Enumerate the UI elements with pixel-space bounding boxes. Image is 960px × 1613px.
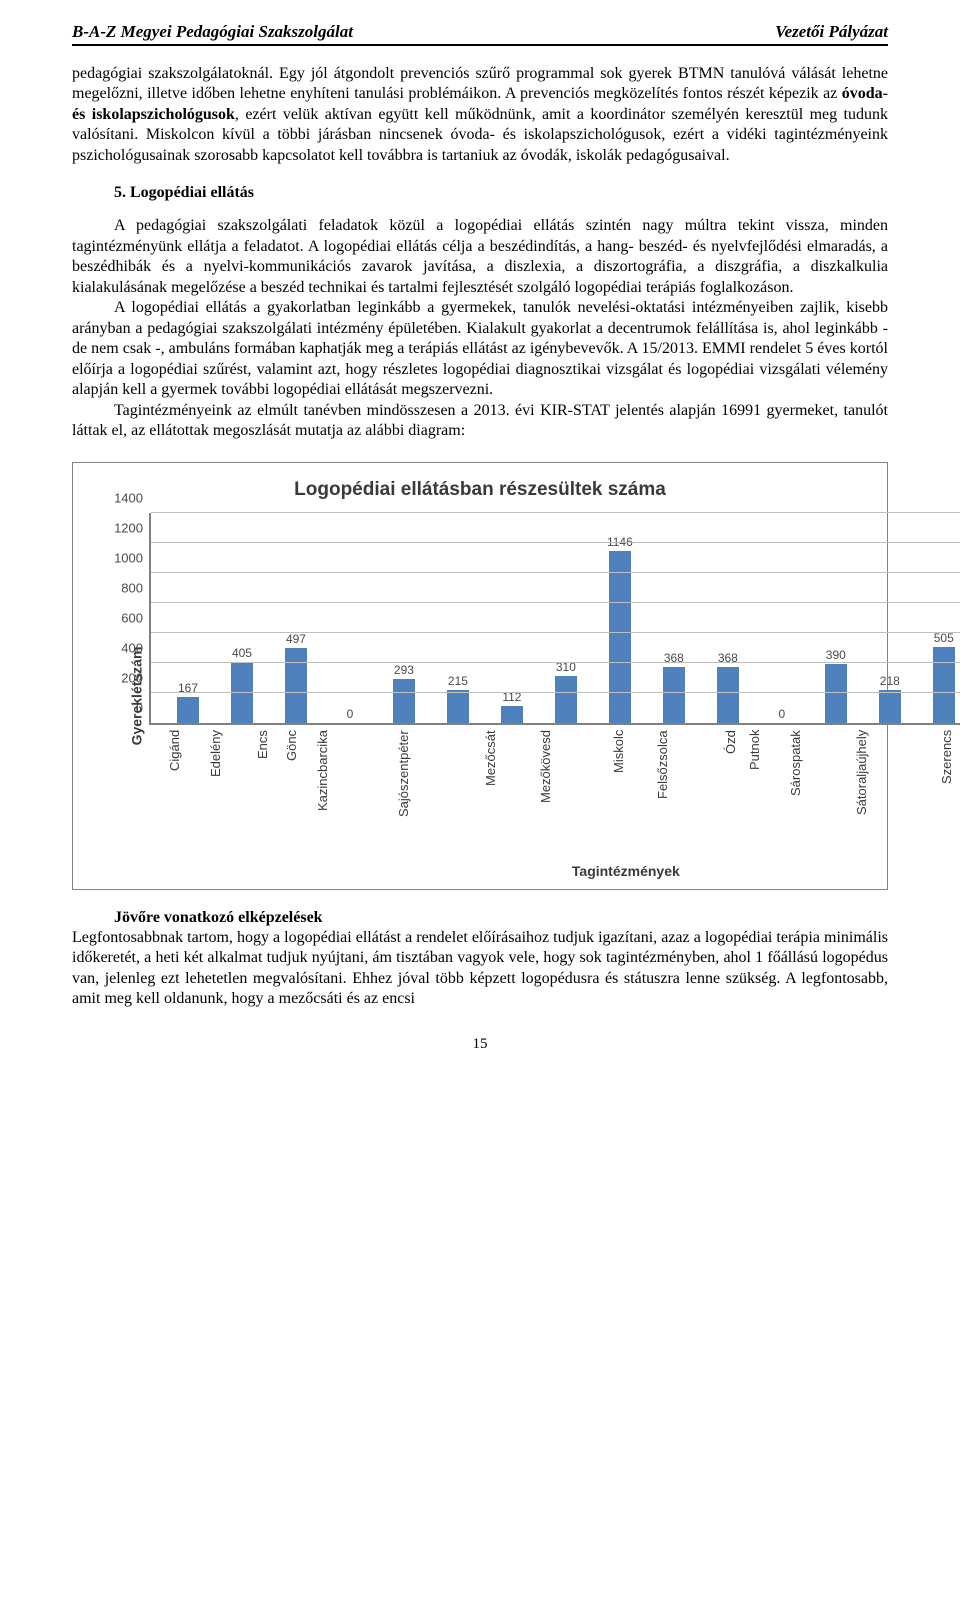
bar-value-label: 497 [266,632,326,646]
chart-body: Gyereklétszám 0200400600800100012001400 … [87,513,873,879]
paragraph-2b: A logopédiai ellátás a gyakorlatban legi… [72,298,888,400]
gridline [151,572,960,573]
gridline [151,542,960,543]
plot-area: 0200400600800100012001400 16740549702932… [149,513,960,725]
bar-value-label: 215 [428,674,488,688]
x-tick-label: Putnok [747,729,762,769]
y-tick-labels: 0200400600800100012001400 [107,513,147,723]
chart-container: Logopédiai ellátásban részesültek száma … [72,462,888,890]
x-tick: Putnok [739,729,779,747]
y-tick-label: 400 [121,640,143,655]
y-tick-label: 1400 [114,490,143,505]
gridline [151,602,960,603]
header-left: B-A-Z Megyei Pedagógiai Szakszolgálat [72,22,353,42]
x-tick: Mezőkövesd [530,729,603,747]
y-tick-label: 600 [121,610,143,625]
x-axis-label: Tagintézmények [109,863,960,879]
x-tick: Encs [247,729,276,747]
bar-value-label: 0 [320,707,380,721]
x-tick: Cigánd [159,729,200,747]
x-tick-label: Edelény [208,730,223,777]
paragraph-1: pedagógiai szakszolgálatoknál. Egy jól á… [72,64,888,166]
paragraph-3: Jövőre vonatkozó elképzelések Legfontosa… [72,908,888,1010]
bar-value-label: 218 [860,674,920,688]
x-tick-label: Miskolc [611,729,626,772]
x-tick-label: Sárospatak [788,730,803,796]
x-tick-label: Felsőzsolca [655,730,670,799]
gridline [151,632,960,633]
y-axis-label-wrap: Gyereklétszám [87,513,109,879]
bar-value-label: 405 [212,646,272,660]
bar [933,647,955,723]
gridline [151,662,960,663]
paragraph-2a: A pedagógiai szakszolgálati feladatok kö… [72,216,888,298]
page-header: B-A-Z Megyei Pedagógiai Szakszolgálat Ve… [72,22,888,46]
x-tick: Kazincbarcika [307,729,388,747]
x-tick-label: Gönc [284,729,299,760]
y-tick-label: 0 [136,700,143,715]
bar [447,690,469,722]
x-tick-label: Sajószentpéter [396,730,411,817]
bar [393,679,415,723]
x-tick-spacer [109,747,960,857]
bar-value-label: 293 [374,663,434,677]
x-tick-label: Sátoraljaújhely [854,729,869,814]
x-tick-row: CigándEdelényEncsGöncKazincbarcikaSajósz… [159,729,960,747]
x-tick-label: Cigánd [167,729,182,770]
chart-title: Logopédiai ellátásban részesültek száma [87,479,873,501]
x-tick: Sátoraljaújhely [846,729,931,747]
bar-value-label: 390 [806,648,866,662]
x-tick: Szerencs [931,729,960,747]
y-tick-label: 800 [121,580,143,595]
x-tick: Ózd [715,729,739,747]
x-tick-label: Szerencs [939,729,954,783]
x-tick-label: Kazincbarcika [315,730,330,811]
page: B-A-Z Megyei Pedagógiai Szakszolgálat Ve… [0,0,960,1077]
gridline [151,692,960,693]
x-tick-label: Mezőkövesd [538,730,553,803]
x-tick-label: Encs [255,730,270,759]
page-number: 15 [72,1036,888,1053]
bar [609,551,631,723]
bar [285,648,307,723]
bar [825,664,847,723]
x-tick: Gönc [276,729,307,747]
x-tick: Miskolc [603,729,646,747]
paragraph-2c: Tagintézményeink az elmúlt tanévben mind… [72,401,888,442]
y-tick-label: 200 [121,670,143,685]
x-tick: Felsőzsolca [647,729,716,747]
para3-title: Jövőre vonatkozó elképzelések [114,909,323,926]
bar [177,697,199,722]
bar-value-label: 0 [752,707,812,721]
body-text-lower: Jövőre vonatkozó elképzelések Legfontosa… [72,908,888,1010]
bar [879,690,901,723]
header-right: Vezetői Pályázat [775,22,888,42]
y-tick-label: 1200 [114,520,143,535]
bar-value-label: 368 [698,651,758,665]
bar-value-label: 505 [914,631,960,645]
plot-column: 0200400600800100012001400 16740549702932… [109,513,960,879]
x-tick-label: Mezőcsát [483,730,498,786]
x-tick-label: Ózd [723,730,738,754]
bar [717,667,739,722]
bar [555,676,577,723]
x-tick: Sajószentpéter [388,729,475,747]
bar [501,706,523,723]
body-text: pedagógiai szakszolgálatoknál. Egy jól á… [72,64,888,442]
bar [663,667,685,722]
gridline [151,512,960,513]
para3-body: Legfontosabbnak tartom, hogy a logopédia… [72,929,888,1007]
section-5-title: 5. Logopédiai ellátás [114,184,888,202]
x-tick: Mezőcsát [475,729,531,747]
y-tick-label: 1000 [114,550,143,565]
x-tick: Edelény [200,729,247,747]
bar-value-label: 368 [644,651,704,665]
bar-value-label: 167 [158,681,218,695]
para1b-before: A prevenciós megközelítés fontos részét … [505,85,842,102]
x-tick: Sárospatak [780,729,846,747]
